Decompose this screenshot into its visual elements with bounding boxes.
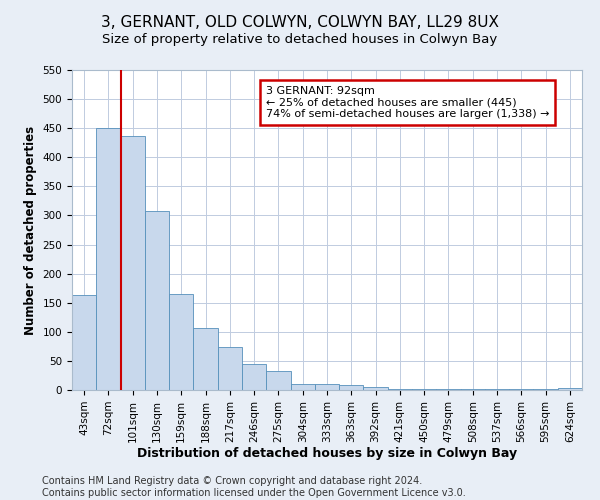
Y-axis label: Number of detached properties: Number of detached properties	[24, 126, 37, 334]
Bar	[121, 136, 145, 390]
Bar	[315, 384, 339, 390]
Bar	[412, 389, 436, 390]
Text: 3, GERNANT, OLD COLWYN, COLWYN BAY, LL29 8UX: 3, GERNANT, OLD COLWYN, COLWYN BAY, LL29…	[101, 15, 499, 30]
Bar	[193, 328, 218, 390]
Bar	[558, 388, 582, 390]
Bar	[436, 389, 461, 390]
Text: Size of property relative to detached houses in Colwyn Bay: Size of property relative to detached ho…	[103, 32, 497, 46]
Bar	[290, 384, 315, 390]
Bar	[169, 294, 193, 390]
Bar	[509, 389, 533, 390]
Bar	[145, 212, 169, 390]
Bar	[339, 386, 364, 390]
Text: Contains HM Land Registry data © Crown copyright and database right 2024.
Contai: Contains HM Land Registry data © Crown c…	[42, 476, 466, 498]
Bar	[72, 295, 96, 390]
Bar	[533, 389, 558, 390]
Bar	[96, 128, 121, 390]
Bar	[388, 389, 412, 390]
X-axis label: Distribution of detached houses by size in Colwyn Bay: Distribution of detached houses by size …	[137, 448, 517, 460]
Bar	[266, 371, 290, 390]
Bar	[242, 364, 266, 390]
Bar	[485, 389, 509, 390]
Bar	[364, 387, 388, 390]
Bar	[218, 347, 242, 390]
Bar	[461, 389, 485, 390]
Text: 3 GERNANT: 92sqm
← 25% of detached houses are smaller (445)
74% of semi-detached: 3 GERNANT: 92sqm ← 25% of detached house…	[266, 86, 550, 119]
